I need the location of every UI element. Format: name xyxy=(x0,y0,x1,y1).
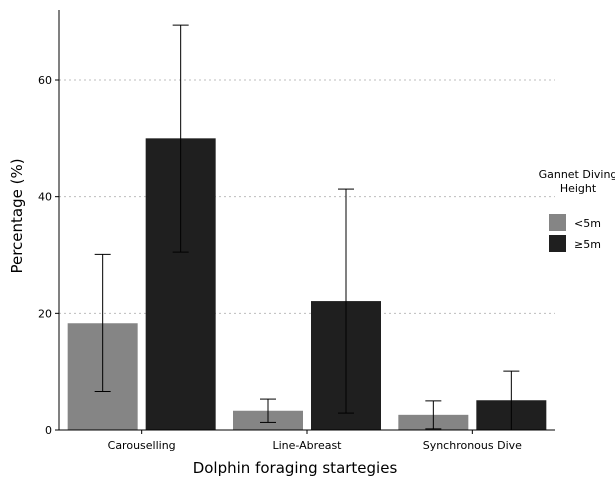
x-tick-label: Carouselling xyxy=(108,439,176,452)
legend-swatch xyxy=(549,235,566,252)
legend: Gannet Diving Height <5m ≥5m xyxy=(539,168,615,252)
bars xyxy=(67,138,547,431)
gridlines xyxy=(59,79,555,314)
x-axis-title: Dolphin foraging startegies xyxy=(193,459,398,477)
legend-title-line-2: Height xyxy=(560,182,597,195)
legend-items: <5m ≥5m xyxy=(549,214,601,252)
legend-title-line-1: Gannet Diving xyxy=(539,168,615,181)
x-tick-label: Synchronous Dive xyxy=(423,439,522,452)
y-tick-label: 0 xyxy=(45,424,52,437)
y-tick-label: 60 xyxy=(38,74,52,87)
x-ticks: Carouselling Line-Abreast Synchronous Dive xyxy=(108,430,522,452)
x-tick-label: Line-Abreast xyxy=(273,439,343,452)
legend-label: ≥5m xyxy=(574,238,601,251)
y-tick-label: 40 xyxy=(38,191,52,204)
legend-swatch xyxy=(549,214,566,231)
y-tick-label: 20 xyxy=(38,307,52,320)
y-ticks: 0 20 40 60 xyxy=(38,74,59,437)
y-axis-title: Percentage (%) xyxy=(8,158,26,273)
legend-label: <5m xyxy=(574,217,601,230)
error-bars xyxy=(94,24,520,431)
